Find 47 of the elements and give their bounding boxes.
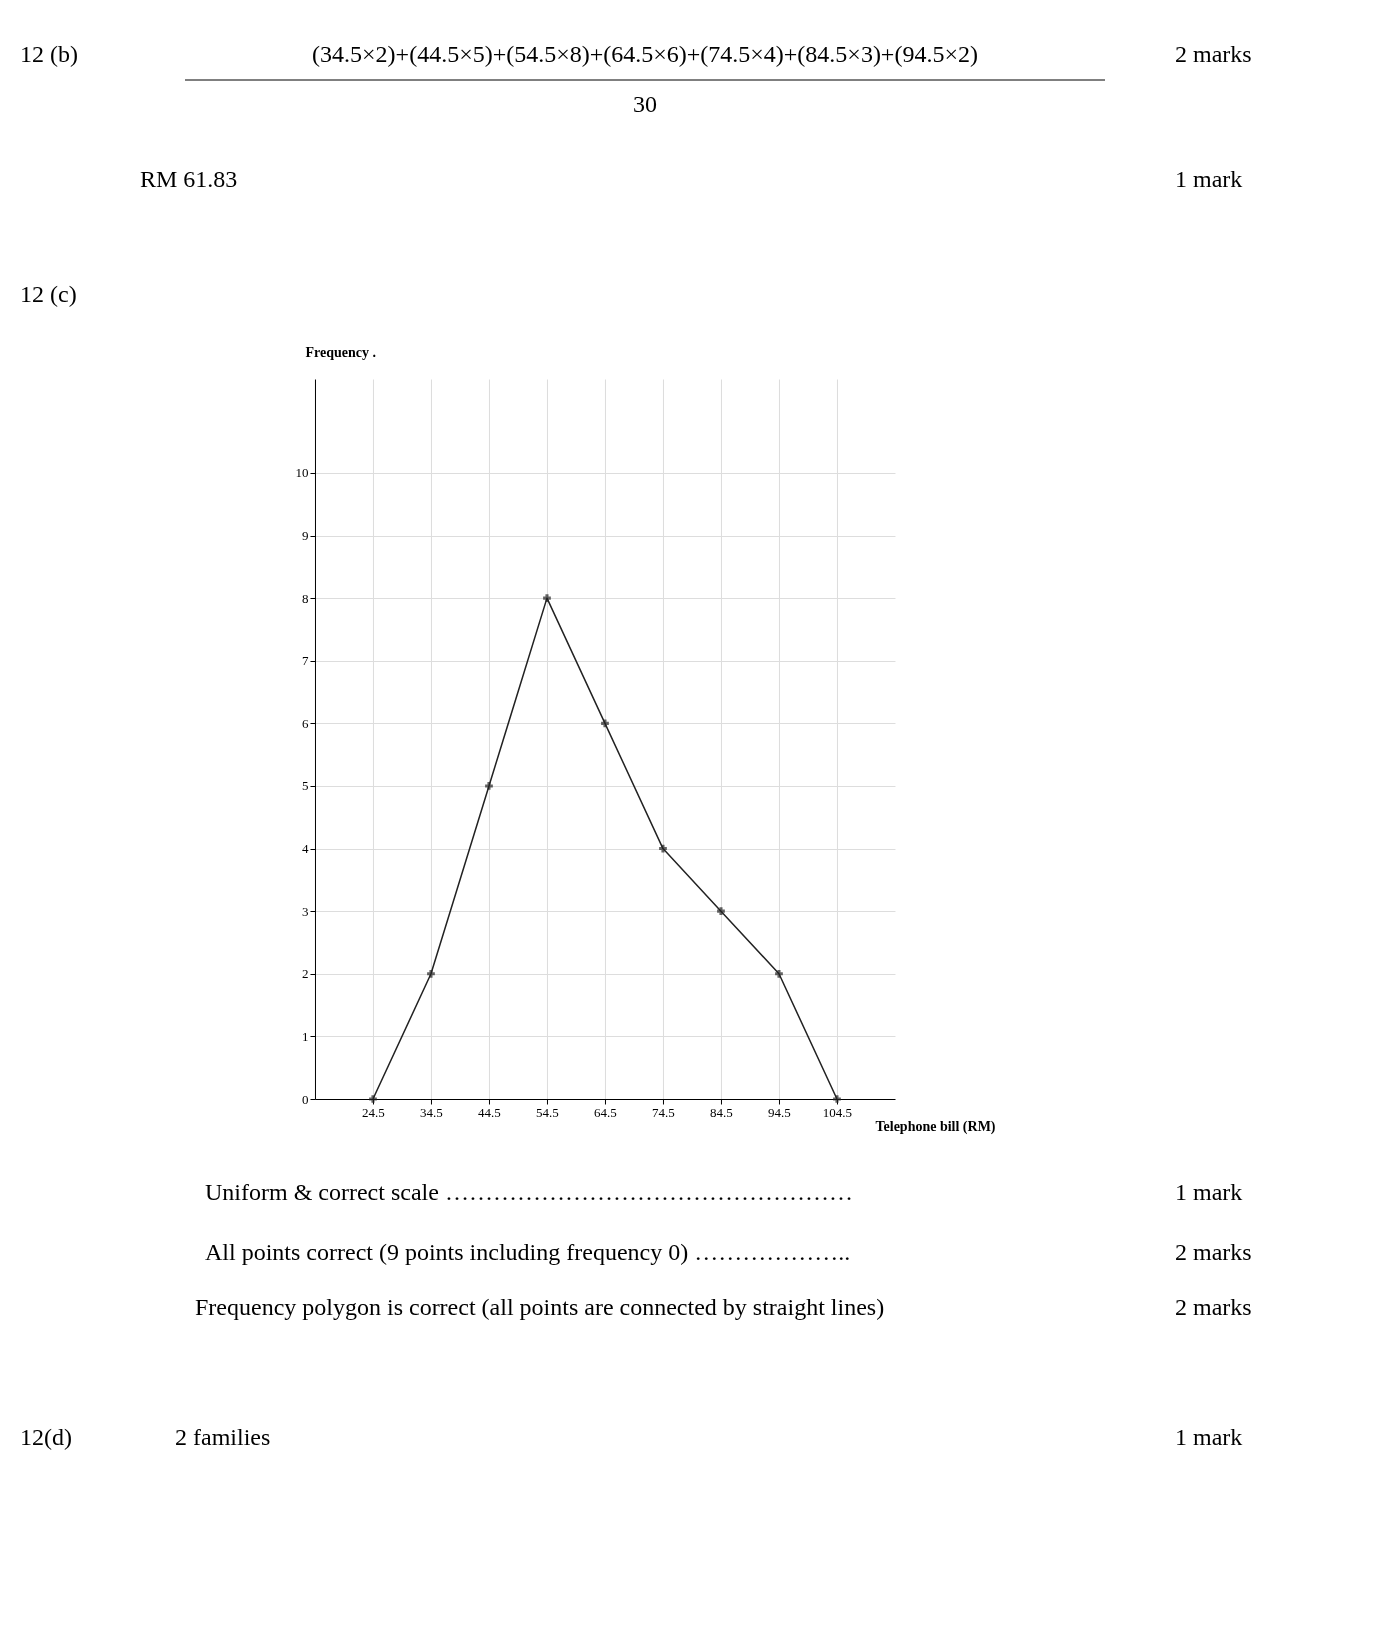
text: (34.5×2)+(44.5×5)+(54.5×8)+(64.5×6)+(74.5×4)+(84.5×3)+(94.5×2) [312, 41, 978, 67]
text: 30 [633, 91, 657, 117]
y-tick-label: 7 [301, 653, 309, 669]
y-tick-label: 9 [301, 528, 309, 544]
point [833, 1095, 841, 1103]
x-tick-label: 34.5 [420, 1104, 443, 1120]
x-tick-label: 104.5 [822, 1104, 853, 1120]
text: 1 mark [1175, 1179, 1243, 1205]
text: Uniform & correct scale …………………………………………… [205, 1179, 853, 1205]
y-axis-title: Frequency . [305, 344, 376, 360]
x-tick-label: 64.5 [594, 1104, 617, 1120]
text: All points correct (9 points including frequency 0) ……………….. [205, 1239, 851, 1265]
point [485, 782, 493, 790]
y-tick-label: 5 [301, 778, 309, 794]
y-tick-label: 1 [301, 1028, 309, 1044]
point [427, 969, 435, 978]
point [369, 1095, 377, 1103]
x-tick-label: 94.5 [768, 1104, 791, 1120]
y-tick-label: 2 [301, 966, 309, 982]
text: Frequency polygon is correct (all points are connected by straight lines) [195, 1294, 885, 1320]
text: 2 families [175, 1424, 271, 1450]
text: 2 marks [1175, 41, 1252, 67]
x-axis-title: Telephone bill (RM) [875, 1118, 996, 1135]
y-tick-label: 3 [301, 903, 309, 919]
text: 1 mark [1175, 166, 1243, 192]
x-tick-label: 74.5 [652, 1104, 675, 1120]
y-tick-label: 8 [301, 590, 309, 606]
point [543, 594, 551, 602]
text: 12(d) [20, 1424, 72, 1450]
text: 12 (c) [20, 281, 77, 307]
x-tick-label: 54.5 [536, 1104, 559, 1120]
y-tick-label: 6 [301, 715, 309, 731]
point [601, 719, 609, 728]
text: 2 marks [1175, 1294, 1252, 1320]
text: 12 (b) [20, 41, 78, 67]
point [659, 844, 667, 853]
text: RM 61.83 [140, 166, 238, 192]
y-tick-label: 0 [301, 1091, 309, 1107]
y-tick-label: 4 [301, 841, 309, 857]
point [717, 907, 725, 916]
point [775, 969, 783, 978]
x-tick-label: 44.5 [478, 1104, 501, 1120]
text: 1 mark [1175, 1424, 1243, 1450]
y-tick-label: 10 [295, 465, 309, 481]
x-tick-label: 24.5 [362, 1104, 385, 1120]
text: 2 marks [1175, 1239, 1252, 1265]
x-tick-label: 84.5 [710, 1104, 733, 1120]
